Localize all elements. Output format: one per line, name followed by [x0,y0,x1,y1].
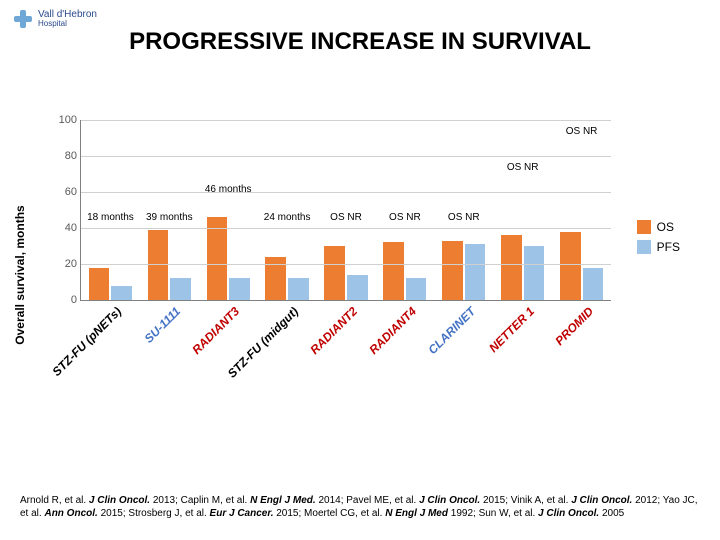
ref-text: 1992; Sun W, et al. [448,508,538,519]
bar-os [442,241,463,300]
gridline [81,228,611,229]
survival-chart: Overall survival, months STZ-FU (pNETs)S… [40,120,680,430]
bar-group: NETTER 1 [493,120,552,300]
bar-annotation: 18 months [87,212,134,223]
bar-pfs [465,244,486,300]
gridline [81,264,611,265]
bar-pfs [170,278,191,300]
gridline [81,120,611,121]
category-label: SU-1111 [138,300,184,346]
bar-pfs [583,268,604,300]
y-axis-label: Overall survival, months [13,205,27,344]
bar-annotation: 24 months [264,212,311,223]
gridline [81,192,611,193]
gridline [81,156,611,157]
bar-annotation: OS NR [389,212,421,223]
legend-item: OS [637,220,680,234]
bar-annotation: 39 months [146,212,193,223]
bar-pfs [288,278,309,300]
ref-journal: N Engl J Med. [250,495,316,506]
y-tick: 0 [71,294,81,306]
ref-text: Arnold R, et al. [20,495,89,506]
y-tick: 80 [65,150,81,162]
ref-journal: J Clin Oncol. [419,495,480,506]
ref-text: 2015; Vinik A, et al. [480,495,571,506]
bar-group: STZ-FU (pNETs) [81,120,140,300]
category-label: RADIANT4 [362,300,419,357]
ref-text: 2013; Caplin M, et al. [150,495,250,506]
bar-annotation: OS NR [507,162,539,173]
bar-group: RADIANT2 [317,120,376,300]
y-tick: 100 [59,114,81,126]
ref-text: 2005 [599,508,624,519]
legend-swatch [637,240,651,254]
legend-label: OS [657,220,674,234]
bar-os [89,268,110,300]
y-tick: 60 [65,186,81,198]
ref-journal: J Clin Oncol. [571,495,632,506]
category-label: CLARINET [421,300,478,357]
legend-label: PFS [657,240,680,254]
ref-text: 2015; Strosberg J, et al. [98,508,210,519]
bar-os [383,242,404,300]
ref-journal: J Clin Oncol. [538,508,599,519]
category-label: RADIANT2 [303,300,360,357]
category-label: STZ-FU (pNETs) [46,300,125,379]
bar-group: RADIANT3 [199,120,258,300]
bar-group: STZ-FU (midgut) [258,120,317,300]
category-label: RADIANT3 [185,300,242,357]
plot-area: STZ-FU (pNETs)SU-1111RADIANT3STZ-FU (mid… [80,120,611,301]
category-label: PROMID [548,300,596,348]
bar-group: SU-1111 [140,120,199,300]
legend: OS PFS [637,220,680,260]
bar-group: CLARINET [434,120,493,300]
slide-title: PROGRESSIVE INCREASE IN SURVIVAL [0,28,720,56]
bar-annotation: OS NR [330,212,362,223]
references: Arnold R, et al. J Clin Oncol. 2013; Cap… [20,494,700,520]
bar-os [207,217,228,300]
legend-swatch [637,220,651,234]
ref-text: 2015; Moertel CG, et al. [273,508,385,519]
bar-os [501,235,522,300]
bar-group: RADIANT4 [375,120,434,300]
bar-annotation: OS NR [566,126,598,137]
bar-os [324,246,345,300]
bar-pfs [524,246,545,300]
bar-annotation: 46 months [205,184,252,195]
ref-journal: Ann Oncol. [44,508,97,519]
ref-journal: Eur J Cancer. [210,508,274,519]
ref-journal: J Clin Oncol. [89,495,150,506]
logo-text: Vall d'Hebron Hospital [38,9,97,29]
ref-text: 2014; Pavel ME, et al. [316,495,419,506]
ref-journal: N Engl J Med [385,508,448,519]
bar-os [560,232,581,300]
bars-container: STZ-FU (pNETs)SU-1111RADIANT3STZ-FU (mid… [81,120,611,300]
bar-group: PROMID [552,120,611,300]
y-tick: 20 [65,258,81,270]
hospital-icon [12,8,34,30]
bar-pfs [406,278,427,300]
category-label: NETTER 1 [482,300,537,355]
bar-pfs [111,286,132,300]
bar-pfs [229,278,250,300]
y-tick: 40 [65,222,81,234]
legend-item: PFS [637,240,680,254]
bar-annotation: OS NR [448,212,480,223]
bar-pfs [347,275,368,300]
hospital-logo: Vall d'Hebron Hospital [12,8,97,30]
